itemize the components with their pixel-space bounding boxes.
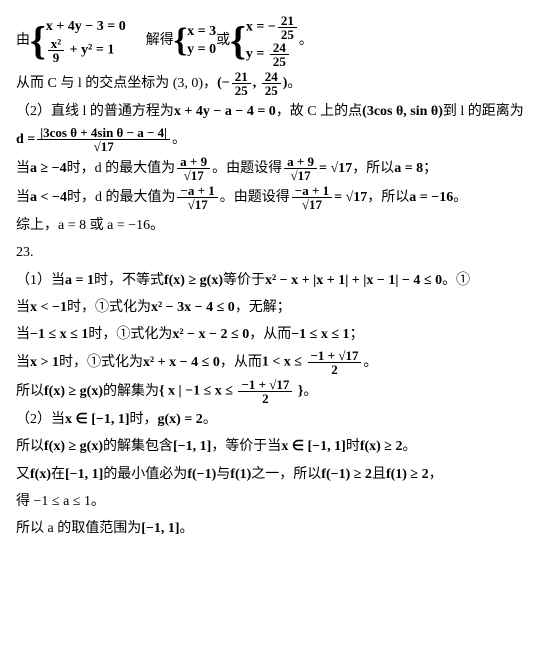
math: 1 < x ≤ −1 + √172: [262, 349, 364, 376]
text: 由: [16, 28, 30, 53]
eq: x = −2125: [246, 14, 299, 41]
text-line: 从而 C 与 l 的交点坐标为 (3, 0)， (−2125, 2425) 。: [16, 70, 538, 97]
math: d =: [16, 127, 35, 152]
text-line: 当 a < −4 时，d 的最大值为 −a + 1√17 。由题设得 −a + …: [16, 184, 538, 211]
problem-number: 23.: [16, 240, 538, 265]
system-3: { x = −2125 y = 2425: [230, 14, 299, 68]
text: 或: [216, 28, 230, 53]
text-line: 得 −1 ≤ a ≤ 1。: [16, 489, 538, 514]
text: 解得: [146, 28, 174, 53]
left-brace-icon: {: [174, 24, 187, 58]
text-line: 综上，a = 8 或 a = −16。: [16, 213, 538, 238]
text-line: （2）直线 l 的普通方程为 x + 4y − a − 4 = 0 ，故 C 上…: [16, 99, 538, 124]
text: 到 l 的距离为: [443, 99, 524, 124]
left-brace-icon: {: [30, 21, 46, 61]
text: （2）直线 l 的普通方程为: [16, 99, 174, 124]
text-line: 所以 f(x) ≥ g(x) 的解集为 { x | −1 ≤ x ≤ −1 + …: [16, 378, 538, 405]
eq: x = 3: [187, 23, 216, 41]
eq: y = 2425: [246, 41, 299, 68]
text-line: （1）当 a = 1 时，不等式 f(x) ≥ g(x) 等价于 x² − x …: [16, 268, 538, 293]
fraction: |3cos θ + 4sin θ − a − 4| √17: [37, 126, 170, 153]
eq: x + 4y − 3 = 0: [46, 18, 126, 36]
equation-line: d = |3cos θ + 4sin θ − a − 4| √17 。: [16, 126, 538, 153]
text: 。: [287, 71, 301, 96]
system-1: { x + 4y − 3 = 0 x²9 + y² = 1: [30, 18, 126, 63]
text-line: 当 x < −1 时，①式化为 x² − 3x − 4 ≤ 0 ，无解；: [16, 295, 538, 320]
text-line: 所以 f(x) ≥ g(x) 的解集包含 [−1, 1] ，等价于当 x ∈ […: [16, 434, 538, 459]
text-line: 当 a ≥ −4 时，d 的最大值为 a + 9√17 。由题设得 a + 9√…: [16, 155, 538, 182]
math: (3cos θ, sin θ): [362, 99, 443, 124]
text-line: 所以 a 的取值范围为 [−1, 1] 。: [16, 516, 538, 541]
left-brace-icon: {: [230, 21, 246, 61]
text-line: （2）当 x ∈ [−1, 1] 时， g(x) = 2 。: [16, 407, 538, 432]
math: { x | −1 ≤ x ≤ −1 + √172 }: [159, 378, 303, 405]
text-line: 当 x > 1 时，①式化为 x² + x − 4 ≤ 0 ，从而 1 < x …: [16, 349, 538, 376]
eq: x²9 + y² = 1: [46, 37, 126, 64]
text-line: 当 −1 ≤ x ≤ 1 时，①式化为 x² − x − 2 ≤ 0 ，从而 −…: [16, 322, 538, 347]
text-line: 又 f(x) 在 [−1, 1] 的最小值必为 f(−1) 与 f(1) 之一，…: [16, 462, 538, 487]
text: 。: [172, 127, 186, 152]
equation-system-block: 由 { x + 4y − 3 = 0 x²9 + y² = 1 解得 { x =…: [16, 14, 538, 68]
math: (−2125, 2425): [217, 70, 287, 97]
math: x + 4y − a − 4 = 0: [174, 99, 276, 124]
text: ，故 C 上的点: [276, 99, 362, 124]
text: 。: [299, 28, 313, 53]
text: 从而 C 与 l 的交点坐标为 (3, 0)，: [16, 71, 217, 96]
eq: y = 0: [187, 41, 216, 59]
system-2: { x = 3 y = 0: [174, 23, 216, 59]
